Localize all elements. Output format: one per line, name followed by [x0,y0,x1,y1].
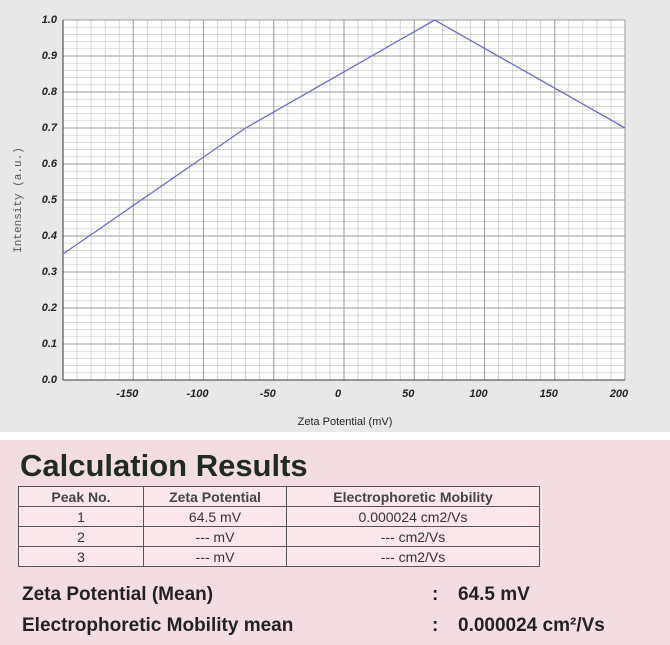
y-tick-label: 0.2 [42,302,57,314]
data-line [62,19,626,255]
y-tick-label: 0.0 [42,374,58,386]
row: 3 --- mV --- cm2/Vs [18,546,540,567]
header-cell: Peak No. [18,486,144,507]
x-tick-label: 0 [335,388,342,400]
x-tick-label: -100 [186,388,209,400]
results-panel: Calculation Results Peak No. Zeta Potent… [0,440,670,645]
chart: Zeta Potential (mV) Intensity (a.u.) -15… [0,0,670,432]
cell: 1 [18,506,144,527]
row: 1 64.5 mV 0.000024 cm2/Vs [18,506,540,527]
cell: 2 [18,526,144,547]
y-tick-label: 1.0 [42,14,58,26]
summary-label: Electrophoretic Mobility mean [22,615,294,636]
cell: --- mV [143,546,287,567]
cell: 64.5 mV [143,506,287,527]
cell: --- mV [143,526,287,547]
y-tick-label: 0.4 [42,230,57,242]
x-tick-label: -150 [116,388,139,400]
y-tick-label: 0.8 [42,86,58,98]
results-table: Peak No. Zeta Potential Electrophoretic … [18,486,540,567]
x-tick-label: 50 [402,388,415,400]
summary-label: Zeta Potential (Mean) [22,584,214,605]
summary-sep: : [432,584,439,605]
y-tick-label: 0.7 [42,122,58,134]
x-tick-label: 150 [540,388,559,400]
y-tick-label: 0.3 [42,266,57,278]
summary-value: 64.5 mV [458,584,530,605]
header-cell: Electrophoretic Mobility [286,486,540,507]
summary-sep: : [432,615,439,636]
cell: 0.000024 cm2/Vs [286,506,540,527]
summary-value: 0.000024 cm²/Vs [458,615,605,636]
header-row: Peak No. Zeta Potential Electrophoretic … [18,486,540,507]
y-tick-label: 0.1 [42,338,57,350]
y-axis-label: Intensity (a.u.) [13,147,25,253]
row: 2 --- mV --- cm2/Vs [18,526,540,547]
x-tick-label: 200 [609,388,629,400]
cell: --- cm2/Vs [286,546,540,567]
cell: --- cm2/Vs [286,526,540,547]
cell: 3 [18,546,144,567]
results-title: Calculation Results [20,448,308,483]
y-tick-label: 0.6 [42,158,58,170]
y-tick-label: 0.9 [42,50,58,62]
x-tick-label: -50 [260,388,277,400]
header-cell: Zeta Potential [143,486,287,507]
x-tick-label: 100 [469,388,488,400]
x-axis-label: Zeta Potential (mV) [298,416,393,428]
y-tick-label: 0.5 [42,194,58,206]
